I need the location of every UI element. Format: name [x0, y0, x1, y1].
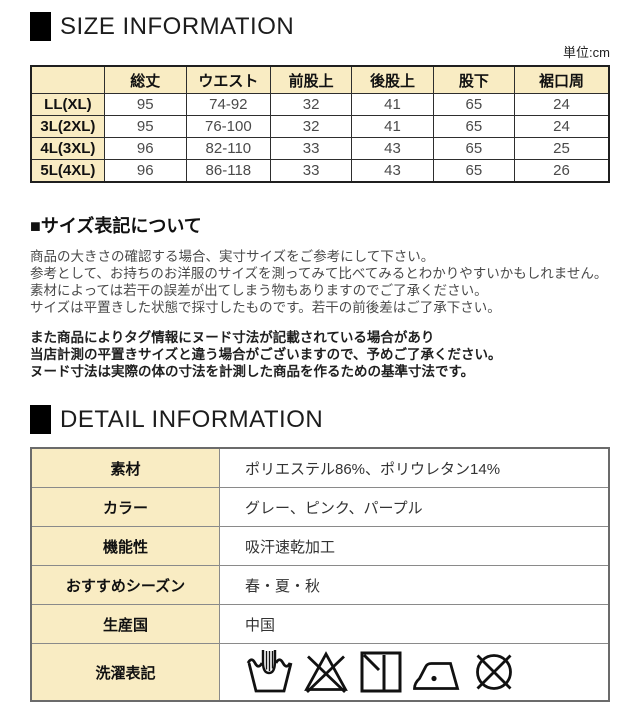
size-note-paragraph-2: また商品によりタグ情報にヌード寸法が記載されている場合があり 当店計測の平置きサ…	[30, 329, 610, 380]
page: SIZE INFORMATION 単位:cm 総丈 ウエスト 前股上 後股上 股…	[0, 12, 640, 702]
detail-label-material: 素材	[30, 447, 220, 488]
heading-square-icon	[30, 12, 51, 41]
table-row: 4L(3XL) 96 82-110 33 43 65 25	[30, 137, 610, 160]
table-row: 5L(4XL) 96 86-118 33 43 65 26	[30, 159, 610, 183]
detail-label-season: おすすめシーズン	[30, 565, 220, 605]
detail-label-country: 生産国	[30, 604, 220, 644]
size-cell: 32	[269, 115, 353, 138]
no-dry-clean-icon	[469, 648, 519, 696]
size-row-label: 5L(4XL)	[30, 159, 105, 183]
size-note-paragraph-1: 商品の大きさの確認する場合、実寸サイズをご参考にして下さい。 参考として、お持ち…	[30, 248, 610, 316]
size-information-heading: SIZE INFORMATION	[30, 12, 610, 41]
size-row-label: 4L(3XL)	[30, 137, 105, 160]
iron-low-temp-icon	[411, 648, 463, 696]
size-cell: 33	[269, 137, 353, 160]
size-cell: 26	[514, 159, 610, 183]
size-cell: 25	[514, 137, 610, 160]
size-header-front-rise: 前股上	[269, 65, 353, 94]
note-line: 当店計測の平置きサイズと違う場合がございますので、予めご了承ください。	[30, 347, 502, 362]
table-row: 洗濯表記	[30, 643, 610, 702]
size-row-label: 3L(2XL)	[30, 115, 105, 138]
table-row: 機能性 吸汗速乾加工	[30, 526, 610, 566]
size-table: 総丈 ウエスト 前股上 後股上 股下 裾口周 LL(XL) 95 74-92 3…	[30, 65, 610, 183]
size-cell: 96	[103, 159, 187, 183]
size-header-waist: ウエスト	[185, 65, 271, 94]
size-header-length: 総丈	[103, 65, 187, 94]
table-row: 生産国 中国	[30, 604, 610, 644]
size-cell: 76-100	[185, 115, 271, 138]
laundry-care-icons	[245, 648, 607, 696]
note-line: 商品の大きさの確認する場合、実寸サイズをご参考にして下さい。	[30, 249, 435, 264]
table-row: カラー グレー、ピンク、パープル	[30, 487, 610, 527]
table-row: 3L(2XL) 95 76-100 32 41 65 24	[30, 115, 610, 138]
detail-table: 素材 ポリエステル86%、ポリウレタン14% カラー グレー、ピンク、パープル …	[30, 447, 610, 702]
size-row-label: LL(XL)	[30, 93, 105, 116]
note-line: 素材によっては若干の誤差が出てしまう物もありますのでご了承ください。	[30, 283, 488, 298]
size-cell: 65	[432, 159, 516, 183]
size-cell: 65	[432, 115, 516, 138]
size-cell: 24	[514, 93, 610, 116]
detail-value-country: 中国	[219, 604, 610, 644]
size-cell: 86-118	[185, 159, 271, 183]
detail-value-season: 春・夏・秋	[219, 565, 610, 605]
detail-label-function: 機能性	[30, 526, 220, 566]
size-cell: 43	[351, 159, 434, 183]
detail-information-title: DETAIL INFORMATION	[60, 405, 324, 433]
size-cell: 95	[103, 93, 187, 116]
size-cell: 33	[269, 159, 353, 183]
size-cell: 95	[103, 115, 187, 138]
no-bleach-icon	[301, 648, 351, 696]
size-header-inseam: 股下	[432, 65, 516, 94]
size-header-hem: 裾口周	[514, 65, 610, 94]
size-cell: 24	[514, 115, 610, 138]
note-line: 参考として、お持ちのお洋服のサイズを測ってみて比べてみるとわかりやすいかもしれま…	[30, 266, 608, 281]
size-cell: 41	[351, 115, 434, 138]
size-cell: 41	[351, 93, 434, 116]
detail-label-laundry: 洗濯表記	[30, 643, 220, 702]
size-cell: 65	[432, 137, 516, 160]
heading-square-icon	[30, 405, 51, 434]
detail-information-heading: DETAIL INFORMATION	[30, 405, 610, 434]
size-cell: 96	[103, 137, 187, 160]
size-cell: 32	[269, 93, 353, 116]
note-line: サイズは平置きした状態で採寸したものです。若干の前後差はご了承下さい。	[30, 300, 501, 315]
size-cell: 43	[351, 137, 434, 160]
table-row: LL(XL) 95 74-92 32 41 65 24	[30, 93, 610, 116]
unit-label: 単位:cm	[563, 45, 610, 60]
detail-value-function: 吸汗速乾加工	[219, 526, 610, 566]
table-row: 素材 ポリエステル86%、ポリウレタン14%	[30, 447, 610, 488]
note-line: ヌード寸法は実際の体の寸法を計測した商品を作るための基準寸法です。	[30, 364, 475, 379]
hand-wash-icon	[245, 648, 295, 696]
detail-label-color: カラー	[30, 487, 220, 527]
size-table-header-row: 総丈 ウエスト 前股上 後股上 股下 裾口周	[30, 65, 610, 94]
detail-value-material: ポリエステル86%、ポリウレタン14%	[219, 447, 610, 488]
size-note-heading: ■サイズ表記について	[30, 216, 202, 236]
size-header-back-rise: 後股上	[351, 65, 434, 94]
size-cell: 74-92	[185, 93, 271, 116]
size-cell: 82-110	[185, 137, 271, 160]
size-cell: 65	[432, 93, 516, 116]
table-row: おすすめシーズン 春・夏・秋	[30, 565, 610, 605]
dry-in-shade-icon	[357, 648, 405, 696]
note-line: また商品によりタグ情報にヌード寸法が記載されている場合があり	[30, 330, 435, 345]
detail-value-laundry	[219, 643, 610, 702]
size-header-empty	[30, 65, 105, 94]
detail-value-color: グレー、ピンク、パープル	[219, 487, 610, 527]
size-information-title: SIZE INFORMATION	[60, 12, 295, 40]
